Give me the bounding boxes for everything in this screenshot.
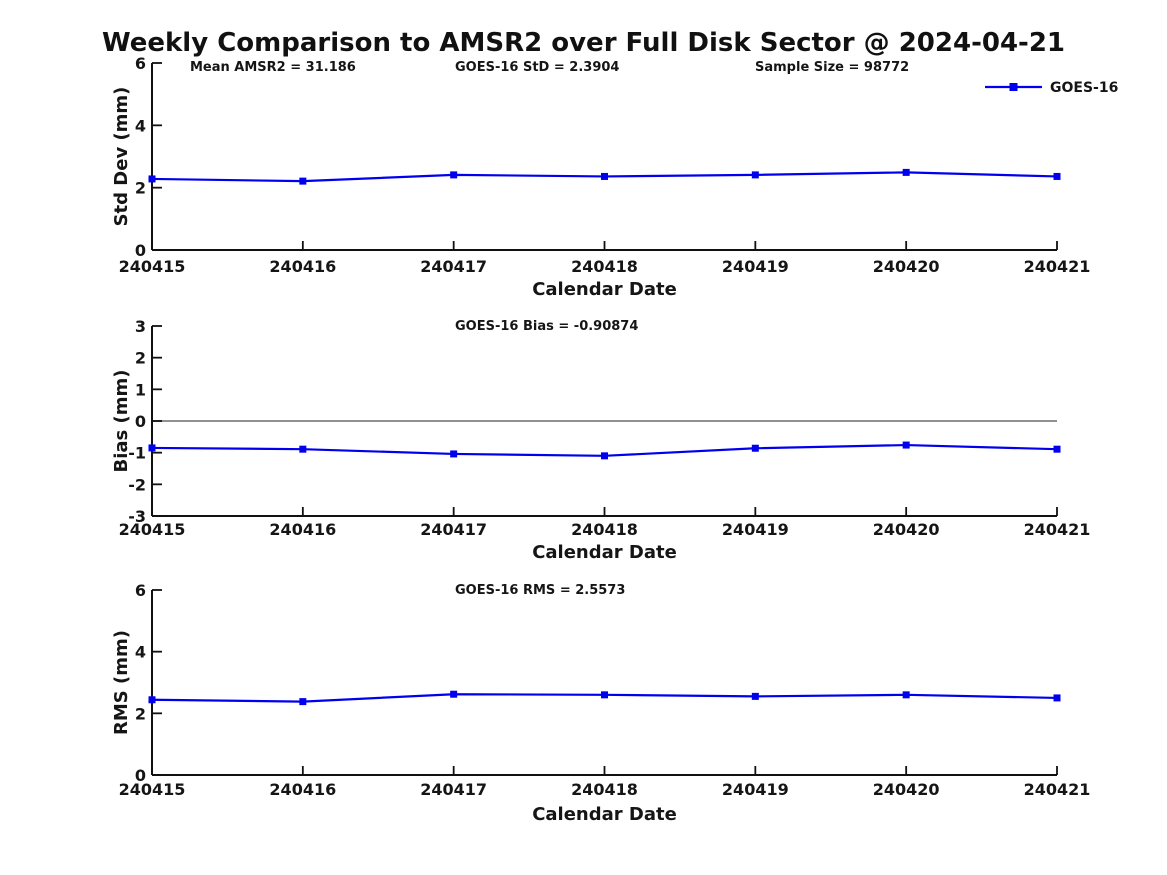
annotation-text: GOES-16 StD = 2.3904 — [455, 60, 619, 75]
annotation-text: Sample Size = 98772 — [755, 60, 909, 75]
y-axis-label: Bias (mm) — [111, 370, 132, 473]
annotation-text: GOES-16 Bias = -0.90874 — [455, 319, 638, 334]
data-point-marker — [450, 450, 458, 458]
data-point-marker — [1053, 172, 1061, 180]
y-tick-label: 1 — [135, 380, 146, 399]
x-tick-label: 240418 — [571, 780, 638, 799]
y-axis-label: Std Dev (mm) — [111, 87, 132, 227]
data-point-marker — [1053, 694, 1061, 702]
y-tick-label: -1 — [128, 444, 146, 463]
y-tick-label: 6 — [135, 54, 146, 73]
data-point-marker — [902, 691, 910, 699]
data-point-marker — [148, 444, 156, 452]
y-tick-label: 2 — [135, 704, 146, 723]
data-point-marker — [450, 171, 458, 179]
y-tick-label: 6 — [135, 581, 146, 600]
y-tick-label: 2 — [135, 179, 146, 198]
y-tick-label: 2 — [135, 349, 146, 368]
y-tick-label: -2 — [128, 475, 146, 494]
x-tick-label: 240421 — [1024, 520, 1091, 539]
data-point-marker — [751, 171, 759, 179]
stddev-chart: 240415 240416 240417 240418 240419 240420 2404… — [111, 54, 1090, 300]
x-tick-label: 240419 — [722, 520, 789, 539]
x-tick-label: 240421 — [1024, 257, 1091, 276]
data-point-marker — [148, 175, 156, 183]
x-tick-label: 240415 — [119, 520, 186, 539]
x-axis-label: Calendar Date — [532, 279, 677, 300]
data-point-marker — [148, 696, 156, 704]
data-point-marker — [902, 168, 910, 176]
x-tick-label: 240420 — [873, 780, 940, 799]
x-tick-label: 240418 — [571, 257, 638, 276]
data-point-marker — [601, 172, 608, 180]
y-tick-label: 4 — [135, 643, 146, 662]
x-tick-label: 240416 — [269, 257, 336, 276]
y-axis-label: RMS (mm) — [111, 630, 132, 735]
annotation-text: Mean AMSR2 = 31.186 — [190, 60, 356, 75]
data-point-marker — [601, 452, 608, 460]
y-tick-label: 0 — [135, 412, 146, 431]
x-tick-label: 240415 — [119, 257, 186, 276]
legend-label: GOES-16 — [1050, 80, 1118, 96]
data-point-marker — [1053, 445, 1061, 453]
x-tick-label: 240419 — [722, 780, 789, 799]
data-point-marker — [601, 691, 608, 699]
data-point-marker — [299, 177, 307, 185]
legend-marker — [1009, 83, 1018, 91]
y-tick-label: 4 — [135, 116, 146, 135]
x-tick-label: 240420 — [873, 257, 940, 276]
x-axis-label: Calendar Date — [532, 542, 677, 563]
data-point-marker — [299, 445, 307, 453]
data-point-marker — [751, 692, 759, 700]
data-point-marker — [902, 441, 910, 449]
rms-chart: 240415 240416 240417 240418 240419 240420 2404… — [111, 581, 1090, 825]
y-tick-label: 0 — [135, 241, 146, 260]
x-tick-label: 240417 — [420, 257, 487, 276]
data-point-marker — [450, 690, 458, 698]
y-tick-label: 0 — [135, 766, 146, 785]
x-tick-label: 240420 — [873, 520, 940, 539]
figure-title: Weekly Comparison to AMSR2 over Full Dis… — [101, 28, 1066, 58]
y-tick-label: -3 — [128, 507, 146, 526]
x-tick-label: 240419 — [722, 257, 789, 276]
x-tick-label: 240416 — [269, 520, 336, 539]
y-tick-label: 3 — [135, 317, 146, 336]
annotation-text: GOES-16 RMS = 2.5573 — [455, 583, 625, 598]
legend: GOES-16 — [985, 80, 1118, 96]
data-point-marker — [751, 444, 759, 452]
x-tick-label: 240418 — [571, 520, 638, 539]
bias-chart: 240415 240416 240417 240418 240419 240420 2404… — [111, 317, 1090, 563]
x-tick-label: 240421 — [1024, 780, 1091, 799]
x-tick-label: 240417 — [420, 520, 487, 539]
x-tick-label: 240416 — [269, 780, 336, 799]
x-axis-label: Calendar Date — [532, 804, 677, 825]
x-tick-label: 240415 — [119, 780, 186, 799]
data-point-marker — [299, 698, 307, 706]
x-tick-label: 240417 — [420, 780, 487, 799]
